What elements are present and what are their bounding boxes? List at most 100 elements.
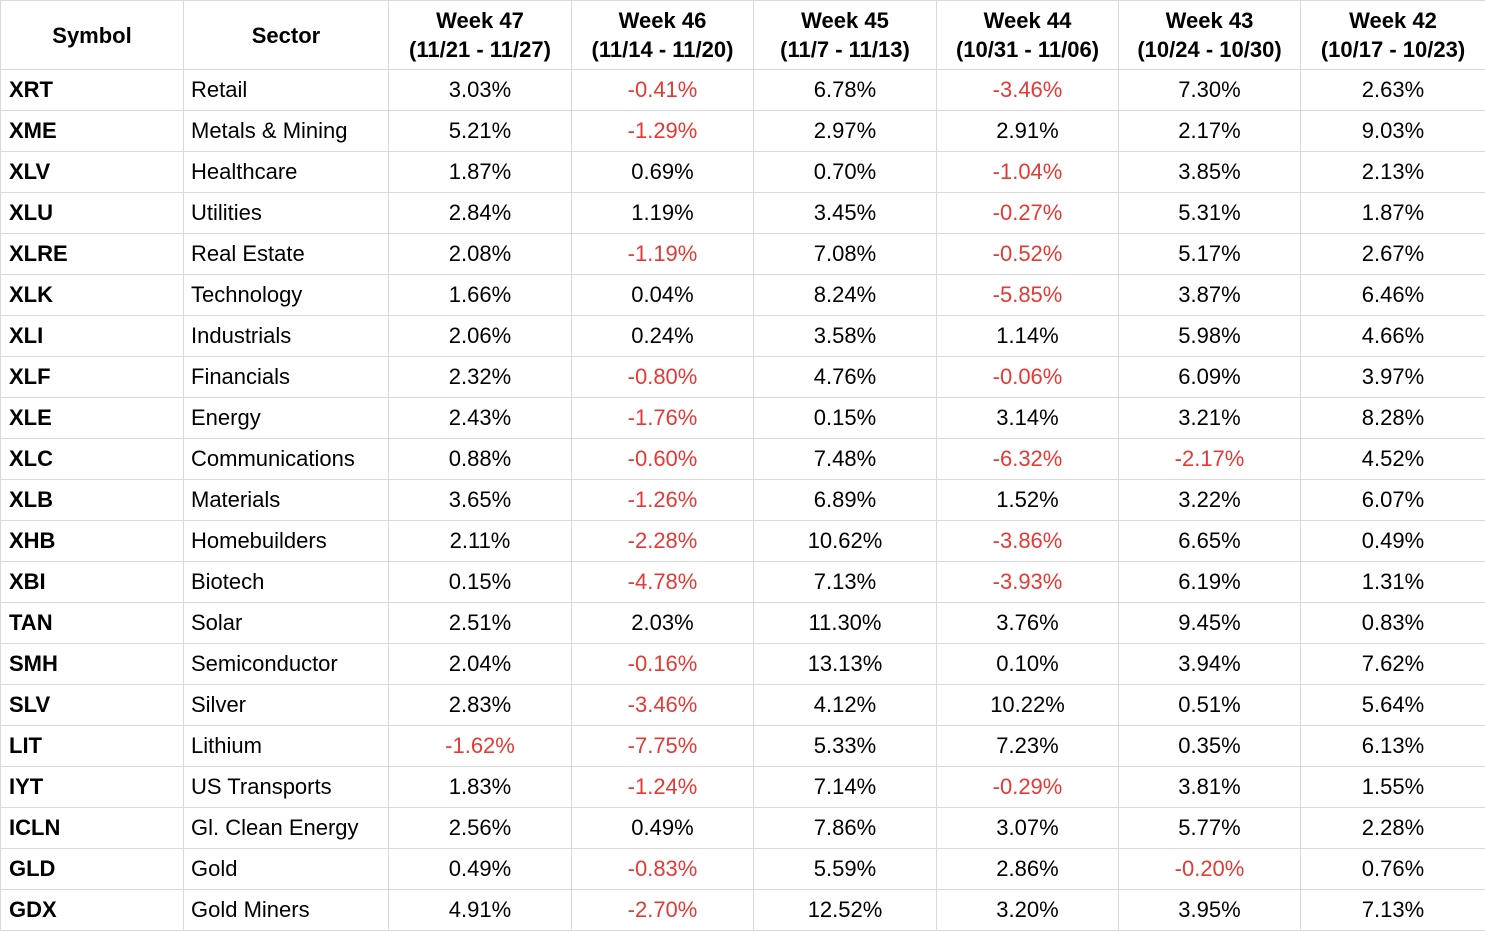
table-row: XLC Communications 0.88% -0.60% 7.48% -6.32% -… [0,438,1485,480]
value-cell: -6.32% [936,438,1119,480]
value-cell: -2.17% [1118,438,1301,480]
week-label: Week 47 [436,8,524,33]
value-cell: -7.75% [571,725,754,767]
value-cell: -2.70% [571,889,754,931]
value-cell: 6.65% [1118,520,1301,562]
week-range: (11/21 - 11/27) [409,37,551,62]
table-row: XLI Industrials 2.06% 0.24% 3.58% 1.14% 5.98% 4… [0,315,1485,357]
value-cell: 10.62% [753,520,937,562]
value-cell: -3.86% [936,520,1119,562]
sector-cell: Energy [183,397,389,439]
value-cell: 3.14% [936,397,1119,439]
value-cell: 1.83% [388,766,572,808]
value-cell: 6.19% [1118,561,1301,603]
symbol-cell: GDX [0,889,184,931]
value-cell: 2.63% [1300,69,1485,111]
value-cell: 5.21% [388,110,572,152]
value-cell: 4.52% [1300,438,1485,480]
value-cell: 2.51% [388,602,572,644]
value-cell: -3.93% [936,561,1119,603]
value-cell: 7.13% [1300,889,1485,931]
value-cell: -2.28% [571,520,754,562]
value-cell: 7.14% [753,766,937,808]
value-cell: 4.66% [1300,315,1485,357]
value-cell: 7.23% [936,725,1119,767]
sector-cell: US Transports [183,766,389,808]
sector-cell: Gl. Clean Energy [183,807,389,849]
header-week: Week 47 (11/21 - 11/27) [388,0,572,70]
symbol-cell: XLK [0,274,184,316]
value-cell: 9.03% [1300,110,1485,152]
table-row: SLV Silver 2.83% -3.46% 4.12% 10.22% 0.51% 5.64… [0,684,1485,726]
table-row: XLB Materials 3.65% -1.26% 6.89% 1.52% 3.22% 6.… [0,479,1485,521]
value-cell: -0.06% [936,356,1119,398]
symbol-cell: ICLN [0,807,184,849]
value-cell: 0.04% [571,274,754,316]
sector-cell: Communications [183,438,389,480]
value-cell: 0.76% [1300,848,1485,890]
symbol-cell: XLB [0,479,184,521]
value-cell: 1.14% [936,315,1119,357]
header-week: Week 46 (11/14 - 11/20) [571,0,754,70]
header-row: Symbol Sector Week 47 (11/21 - 11/27) Wee… [0,0,1485,70]
sector-cell: Utilities [183,192,389,234]
symbol-cell: XLU [0,192,184,234]
value-cell: 2.17% [1118,110,1301,152]
value-cell: 3.94% [1118,643,1301,685]
value-cell: 3.22% [1118,479,1301,521]
week-label: Week 44 [983,8,1072,33]
value-cell: 3.65% [388,479,572,521]
table-row: XLU Utilities 2.84% 1.19% 3.45% -0.27% 5.31% 1.… [0,192,1485,234]
table-row: XLV Healthcare 1.87% 0.69% 0.70% -1.04% 3.85% 2… [0,151,1485,193]
sector-cell: Homebuilders [183,520,389,562]
table-row: TAN Solar 2.51% 2.03% 11.30% 3.76% 9.45% 0.83% [0,602,1485,644]
header-symbol: Symbol [0,0,184,70]
value-cell: 5.33% [753,725,937,767]
week-range: (11/7 - 11/13) [780,37,910,62]
value-cell: 3.76% [936,602,1119,644]
symbol-cell: XHB [0,520,184,562]
value-cell: 9.45% [1118,602,1301,644]
symbol-cell: XLE [0,397,184,439]
table-body: XRT Retail 3.03% -0.41% 6.78% -3.46% 7.30% 2.63… [0,69,1485,931]
symbol-cell: XLF [0,356,184,398]
value-cell: -4.78% [571,561,754,603]
sector-cell: Biotech [183,561,389,603]
value-cell: 3.21% [1118,397,1301,439]
value-cell: 3.95% [1118,889,1301,931]
value-cell: 3.87% [1118,274,1301,316]
value-cell: 1.19% [571,192,754,234]
sector-cell: Gold [183,848,389,890]
value-cell: 2.08% [388,233,572,275]
value-cell: -0.60% [571,438,754,480]
value-cell: 2.11% [388,520,572,562]
value-cell: 3.03% [388,69,572,111]
value-cell: -5.85% [936,274,1119,316]
table-row: XLE Energy 2.43% -1.76% 0.15% 3.14% 3.21% 8.28% [0,397,1485,439]
value-cell: 2.86% [936,848,1119,890]
value-cell: 5.31% [1118,192,1301,234]
value-cell: 8.28% [1300,397,1485,439]
value-cell: 3.45% [753,192,937,234]
value-cell: 2.56% [388,807,572,849]
value-cell: 1.87% [1300,192,1485,234]
value-cell: 7.08% [753,233,937,275]
week-label: Week 42 [1349,8,1437,33]
value-cell: 3.85% [1118,151,1301,193]
week-range: (10/24 - 10/30) [1137,37,1282,62]
value-cell: 2.97% [753,110,937,152]
value-cell: -3.46% [571,684,754,726]
symbol-cell: XLI [0,315,184,357]
value-cell: -0.16% [571,643,754,685]
symbol-cell: XLV [0,151,184,193]
symbol-cell: XME [0,110,184,152]
header-week: Week 43 (10/24 - 10/30) [1118,0,1301,70]
value-cell: 7.86% [753,807,937,849]
value-cell: 4.91% [388,889,572,931]
week-range: (10/17 - 10/23) [1320,37,1466,62]
value-cell: 0.49% [388,848,572,890]
value-cell: 2.43% [388,397,572,439]
value-cell: 5.98% [1118,315,1301,357]
table-row: XLF Financials 2.32% -0.80% 4.76% -0.06% 6.09%… [0,356,1485,398]
value-cell: 2.83% [388,684,572,726]
